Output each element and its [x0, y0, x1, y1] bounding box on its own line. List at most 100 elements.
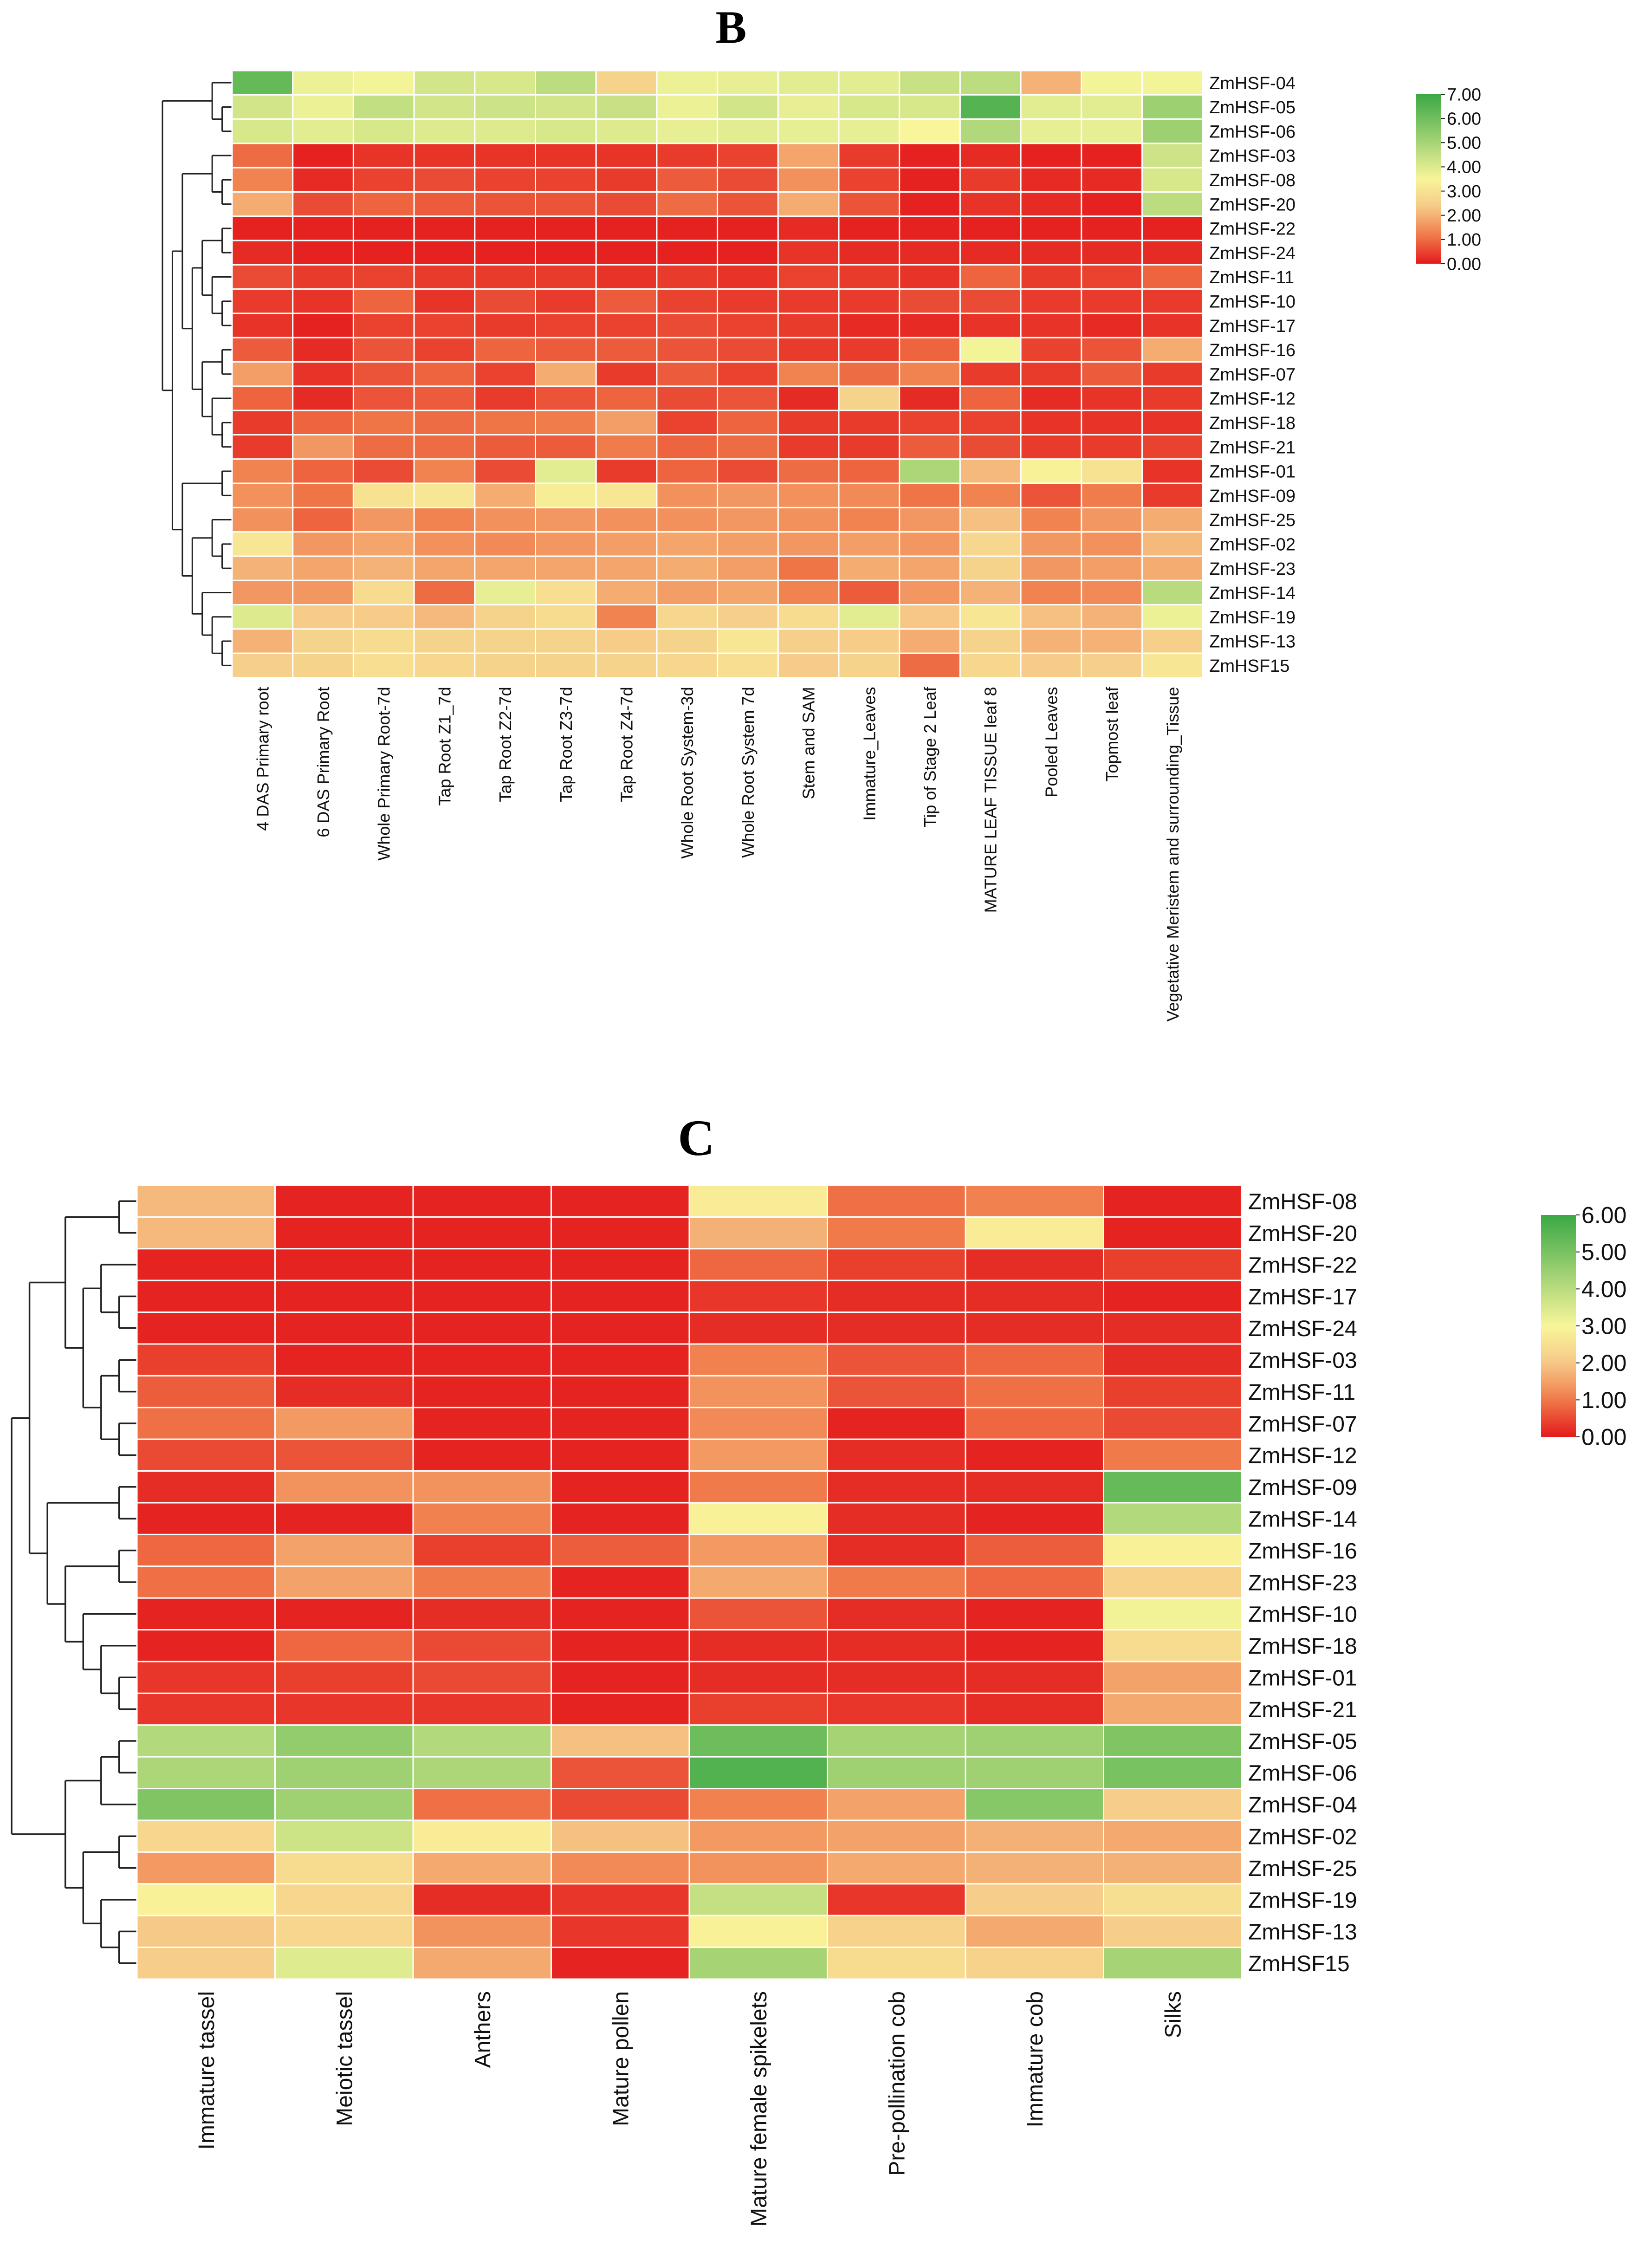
heatmap-cell — [827, 1407, 966, 1440]
heatmap-cell — [777, 167, 840, 193]
heatmap-cell — [959, 385, 1022, 411]
heatmap-cell — [965, 1343, 1104, 1376]
heatmap-cell — [595, 531, 658, 557]
row-label: ZmHSF-22 — [1209, 220, 1296, 239]
heatmap-cell — [827, 1788, 966, 1821]
heatmap-cell — [838, 143, 901, 169]
heatmap-cell — [959, 143, 1022, 169]
row-label: ZmHSF-11 — [1248, 1380, 1355, 1405]
heatmap-cell — [292, 361, 354, 387]
heatmap-cell — [656, 458, 719, 484]
heatmap-cell — [827, 1248, 966, 1281]
heatmap-cell — [1020, 361, 1082, 387]
heatmap-cell — [274, 1851, 414, 1885]
heatmap-cell — [1103, 1724, 1243, 1758]
heatmap-cell — [717, 167, 779, 193]
heatmap-cell — [1081, 385, 1143, 411]
heatmap-cell — [474, 215, 536, 241]
heatmap-cell — [412, 1312, 552, 1345]
row-label: ZmHSF-02 — [1209, 535, 1296, 555]
heatmap-cell — [231, 531, 294, 557]
heatmap-cell — [274, 1407, 414, 1440]
row-label: ZmHSF-05 — [1209, 98, 1296, 117]
color-scale-bar — [1416, 94, 1441, 264]
heatmap-cell — [413, 288, 476, 314]
row-label: ZmHSF-25 — [1209, 511, 1296, 530]
row-label: ZmHSF-17 — [1248, 1285, 1357, 1310]
heatmap-cell — [535, 240, 597, 266]
column-label: Tap Root Z1_7d — [435, 687, 454, 806]
heatmap-cell — [1103, 1756, 1243, 1790]
heatmap-cell — [535, 215, 597, 241]
heatmap-cell — [827, 1819, 966, 1853]
heatmap-cell — [656, 215, 719, 241]
heatmap-cell — [688, 1724, 828, 1758]
heatmap-cell — [838, 628, 901, 654]
panel-b-cells — [231, 70, 1204, 678]
row-label: ZmHSF-13 — [1248, 1920, 1357, 1945]
heatmap-cell — [412, 1438, 552, 1472]
heatmap-cell — [656, 604, 719, 630]
heatmap-cell — [535, 604, 597, 630]
heatmap-cell — [136, 1502, 276, 1535]
heatmap-cell — [292, 506, 354, 533]
heatmap-cell — [1141, 288, 1204, 314]
heatmap-cell — [965, 1629, 1104, 1662]
heatmap-cell — [412, 1851, 552, 1885]
heatmap-cell — [1020, 482, 1082, 508]
heatmap-cell — [965, 1692, 1104, 1726]
heatmap-cell — [1081, 361, 1143, 387]
heatmap-cell — [413, 458, 476, 484]
heatmap-cell — [136, 1756, 276, 1790]
heatmap-cell — [838, 94, 901, 120]
heatmap-cell — [656, 167, 719, 193]
heatmap-cell — [656, 531, 719, 557]
heatmap-cell — [656, 94, 719, 120]
heatmap-cell — [777, 94, 840, 120]
heatmap-cell — [595, 604, 658, 630]
heatmap-cell — [136, 1184, 276, 1218]
heatmap-cell — [535, 555, 597, 581]
row-label: ZmHSF-24 — [1248, 1317, 1357, 1341]
heatmap-cell — [595, 652, 658, 678]
heatmap-cell — [412, 1724, 552, 1758]
heatmap-cell — [688, 1248, 828, 1281]
heatmap-cell — [413, 118, 476, 144]
heatmap-cell — [1081, 652, 1143, 678]
heatmap-cell — [1141, 118, 1204, 144]
heatmap-cell — [231, 628, 294, 654]
heatmap-cell — [827, 1883, 966, 1916]
heatmap-cell — [1141, 70, 1204, 96]
heatmap-cell — [1020, 215, 1082, 241]
heatmap-cell — [474, 434, 536, 460]
heatmap-cell — [965, 1470, 1104, 1504]
heatmap-cell — [959, 337, 1022, 363]
heatmap-cell — [899, 628, 961, 654]
row-label: ZmHSF-22 — [1248, 1253, 1357, 1278]
heatmap-cell — [838, 337, 901, 363]
heatmap-cell — [827, 1565, 966, 1599]
heatmap-cell — [717, 288, 779, 314]
heatmap-cell — [292, 288, 354, 314]
heatmap-cell — [231, 361, 294, 387]
heatmap-cell — [1020, 458, 1082, 484]
legend-tick-label: 0.00 — [1447, 254, 1481, 274]
heatmap-cell — [595, 409, 658, 436]
heatmap-cell — [274, 1470, 414, 1504]
heatmap-cell — [595, 215, 658, 241]
heatmap-cell — [413, 94, 476, 120]
heatmap-cell — [838, 434, 901, 460]
heatmap-cell — [551, 1343, 690, 1376]
heatmap-cell — [656, 385, 719, 411]
legend-tick-label: 2.00 — [1581, 1350, 1626, 1376]
heatmap-cell — [656, 482, 719, 508]
column-label: Anthers — [471, 1991, 495, 2068]
heatmap-cell — [965, 1597, 1104, 1631]
row-label: ZmHSF-16 — [1248, 1539, 1357, 1564]
heatmap-cell — [274, 1788, 414, 1821]
heatmap-cell — [231, 312, 294, 338]
heatmap-cell — [474, 264, 536, 290]
heatmap-cell — [717, 531, 779, 557]
heatmap-cell — [413, 361, 476, 387]
heatmap-cell — [231, 506, 294, 533]
